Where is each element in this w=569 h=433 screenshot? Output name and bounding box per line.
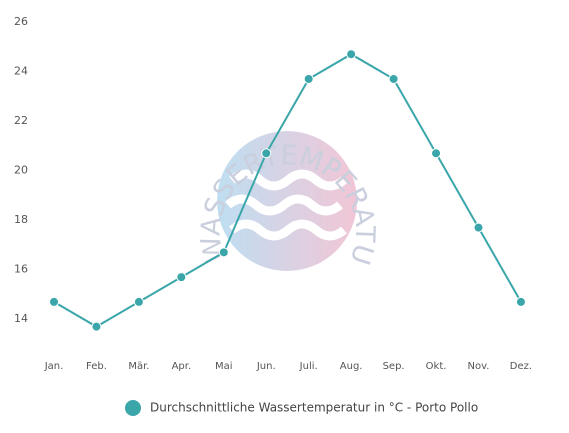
y-tick-label: 14 bbox=[14, 312, 28, 325]
watermark-waves bbox=[225, 169, 347, 241]
x-tick-label: Mär. bbox=[128, 361, 149, 372]
point bbox=[431, 148, 442, 159]
x-tick-label: Jun. bbox=[256, 361, 276, 372]
point bbox=[91, 321, 102, 332]
point bbox=[515, 296, 526, 307]
x-tick-label: Dez. bbox=[510, 361, 532, 372]
point bbox=[261, 148, 272, 159]
x-tick-label: Jan. bbox=[44, 361, 64, 372]
point bbox=[176, 272, 187, 283]
x-tick-label: Mai bbox=[215, 361, 233, 372]
y-tick-label: 20 bbox=[14, 164, 28, 177]
y-tick-label: 26 bbox=[14, 15, 28, 28]
x-tick-label: Apr. bbox=[172, 361, 192, 372]
y-tick-label: 16 bbox=[14, 263, 28, 276]
point bbox=[49, 296, 59, 307]
x-tick-label: Sep. bbox=[383, 361, 405, 372]
y-tick-label: 24 bbox=[14, 65, 28, 78]
x-tick-label: Aug. bbox=[340, 361, 363, 372]
watermark: WASSERTEMPERATUR.ORG bbox=[0, 0, 379, 271]
x-tick-label: Feb. bbox=[86, 361, 107, 372]
point bbox=[388, 73, 399, 84]
point bbox=[218, 247, 229, 258]
x-tick-label: Nov. bbox=[468, 361, 490, 372]
legend-label: Durchschnittliche Wassertemperatur in °C… bbox=[150, 401, 478, 415]
x-tick-label: Juli. bbox=[299, 361, 318, 372]
line bbox=[53, 53, 522, 328]
point bbox=[473, 222, 484, 233]
legend-marker bbox=[125, 400, 141, 416]
y-tick-label: 22 bbox=[14, 114, 28, 127]
y-tick-label: 18 bbox=[14, 213, 28, 226]
point bbox=[346, 49, 357, 60]
x-tick-label: Okt. bbox=[426, 361, 447, 372]
point bbox=[303, 73, 314, 84]
point bbox=[133, 296, 144, 307]
